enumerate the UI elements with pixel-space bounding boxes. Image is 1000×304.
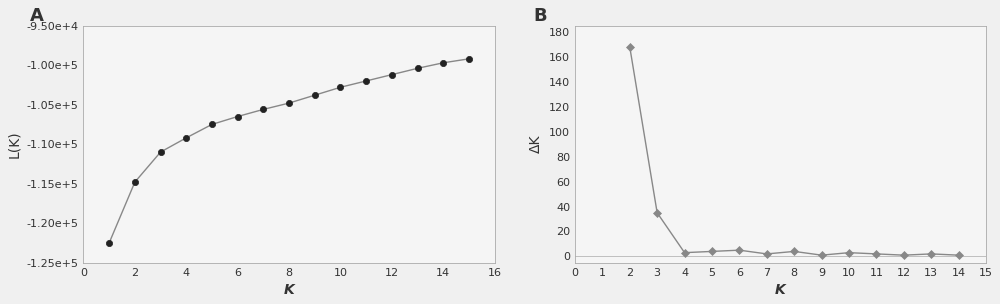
- X-axis label: K: K: [284, 283, 294, 297]
- X-axis label: K: K: [775, 283, 786, 297]
- Y-axis label: ΔK: ΔK: [529, 135, 543, 154]
- Y-axis label: L(K): L(K): [7, 130, 21, 158]
- Text: B: B: [534, 7, 547, 25]
- Text: A: A: [30, 7, 44, 25]
